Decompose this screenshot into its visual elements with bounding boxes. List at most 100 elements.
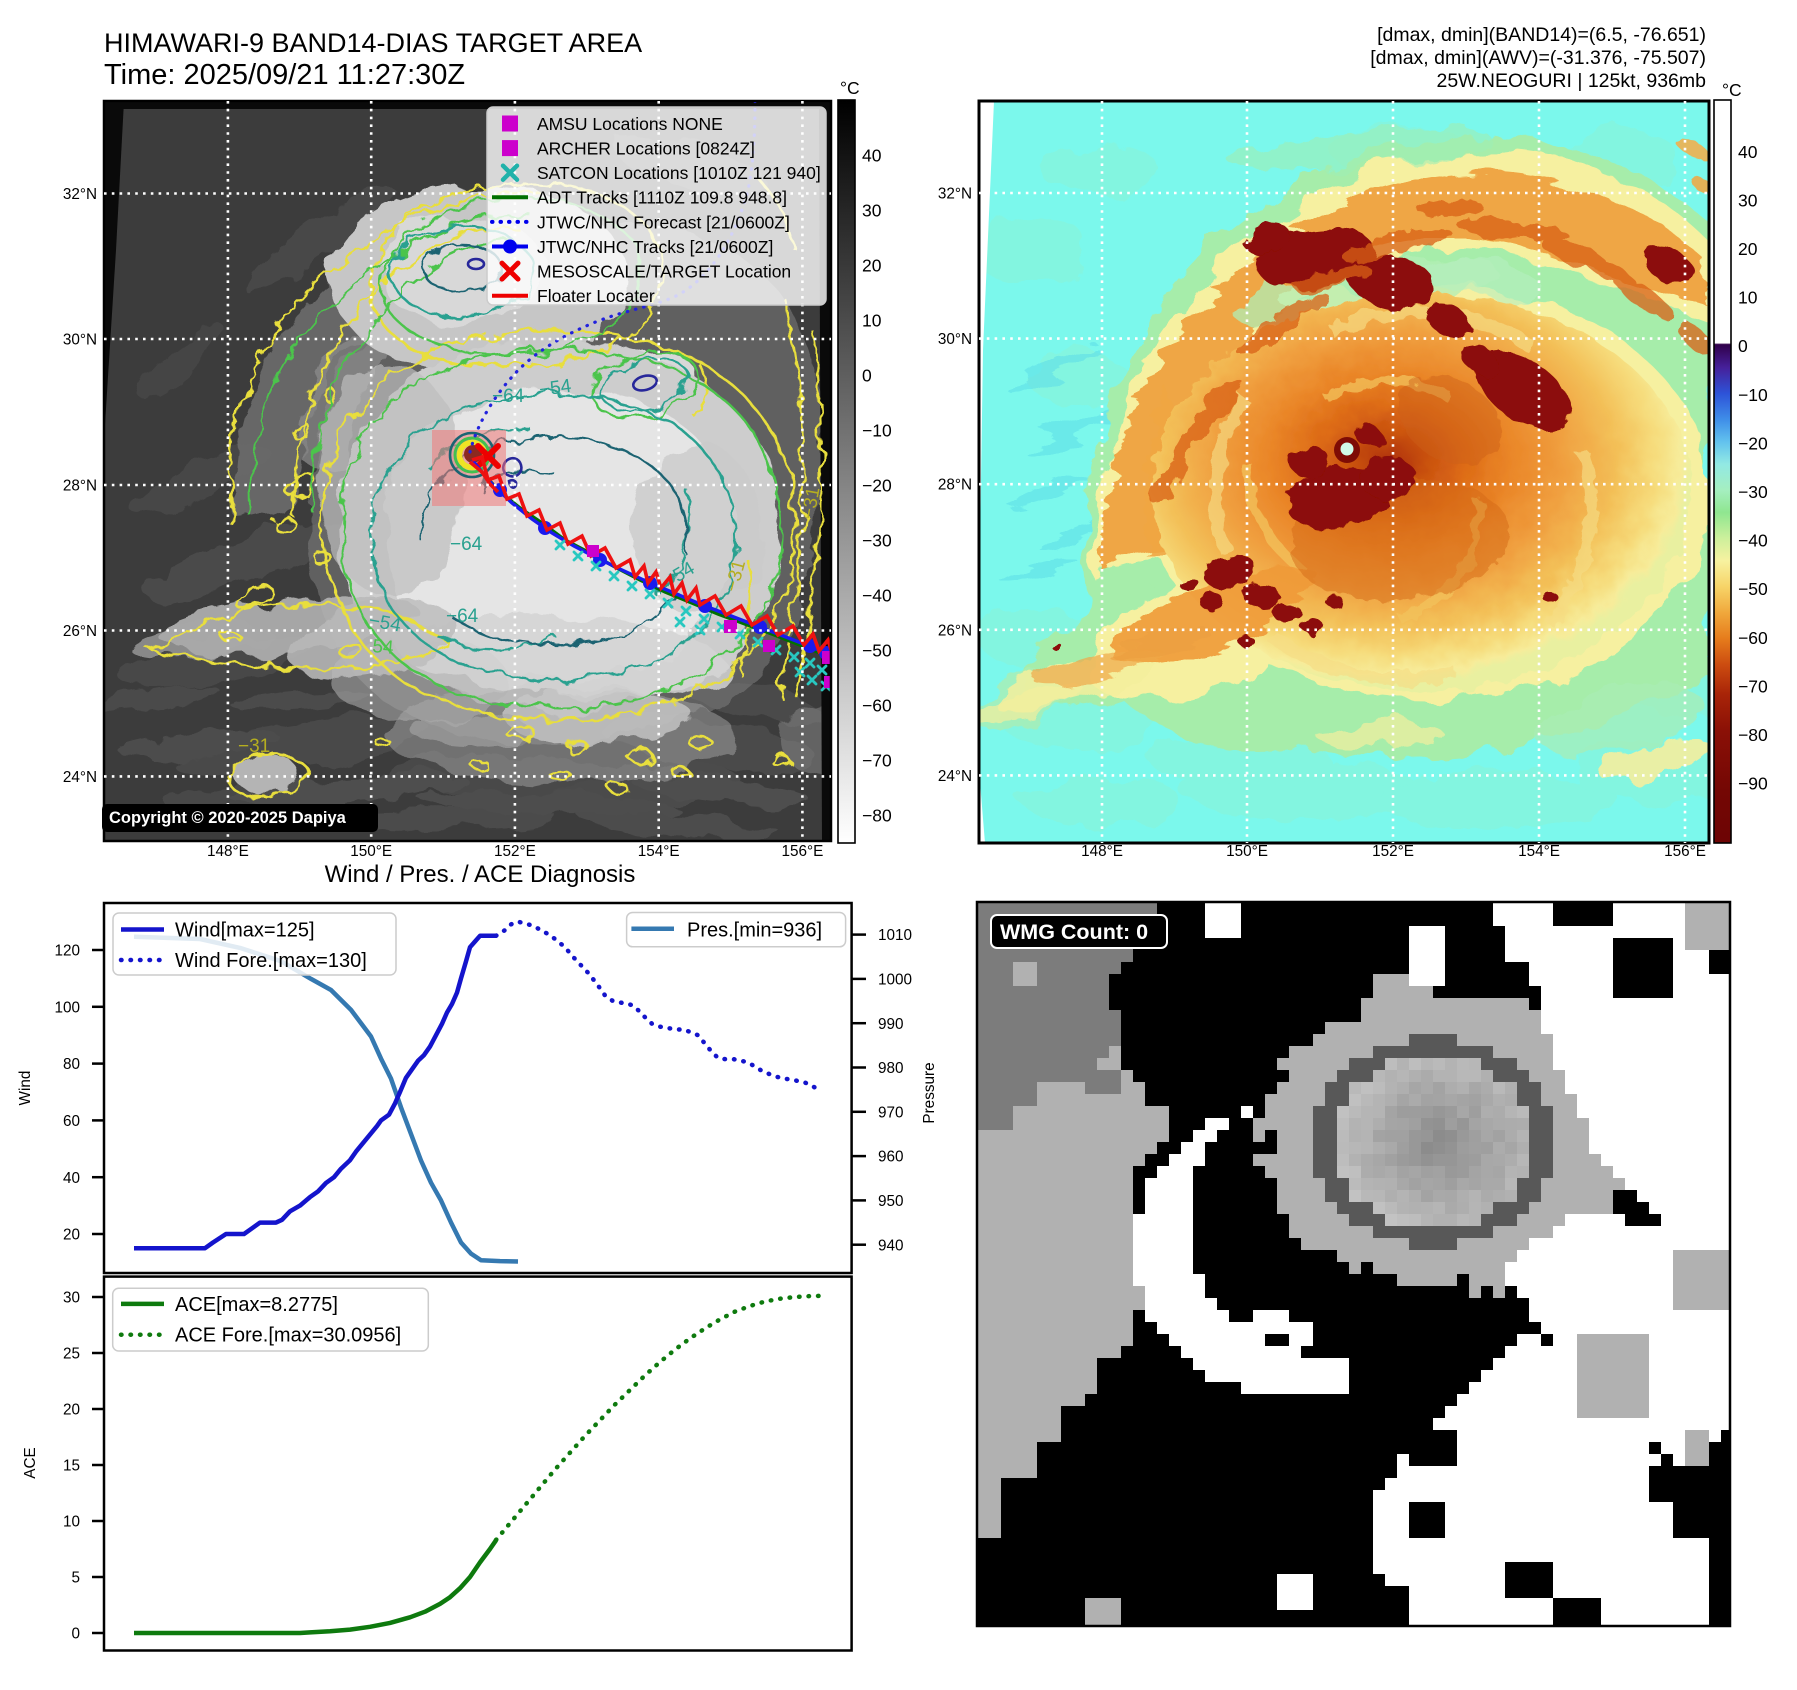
svg-text:JTWC/NHC Forecast [21/0600Z]: JTWC/NHC Forecast [21/0600Z] bbox=[537, 212, 790, 232]
svg-text:−64: −64 bbox=[450, 534, 483, 555]
svg-text:990: 990 bbox=[878, 1016, 904, 1033]
svg-text:Wind: Wind bbox=[17, 1071, 34, 1106]
svg-text:−60: −60 bbox=[862, 696, 892, 716]
svg-text:[dmax, dmin](AWV)=(-31.376, -7: [dmax, dmin](AWV)=(-31.376, -75.507) bbox=[1370, 47, 1706, 69]
svg-text:−31: −31 bbox=[238, 736, 270, 757]
svg-text:10: 10 bbox=[862, 311, 882, 331]
svg-text:26°N: 26°N bbox=[938, 622, 972, 639]
svg-text:156°E: 156°E bbox=[1664, 843, 1706, 860]
svg-text:25: 25 bbox=[63, 1346, 80, 1363]
svg-text:54: 54 bbox=[372, 636, 395, 659]
svg-text:AMSU Locations NONE: AMSU Locations NONE bbox=[537, 114, 723, 134]
svg-text:−10: −10 bbox=[862, 421, 892, 441]
svg-text:ACE: ACE bbox=[22, 1447, 39, 1478]
svg-text:20: 20 bbox=[63, 1227, 80, 1244]
svg-text:°C: °C bbox=[840, 78, 860, 98]
svg-text:Pressure: Pressure bbox=[921, 1062, 938, 1123]
svg-text:Copyright © 2020-2025 Dapiya: Copyright © 2020-2025 Dapiya bbox=[109, 809, 347, 827]
svg-text:−20: −20 bbox=[1738, 433, 1768, 453]
svg-text:10: 10 bbox=[1738, 288, 1758, 308]
svg-text:0: 0 bbox=[1738, 336, 1748, 356]
svg-text:WMG Count: 0: WMG Count: 0 bbox=[1000, 920, 1148, 944]
svg-text:ACE[max=8.2775]: ACE[max=8.2775] bbox=[175, 1294, 338, 1316]
svg-text:1000: 1000 bbox=[878, 972, 912, 989]
svg-text:26°N: 26°N bbox=[63, 623, 97, 640]
svg-text:40: 40 bbox=[862, 146, 882, 166]
svg-text:−50: −50 bbox=[1738, 579, 1768, 599]
svg-text:−80: −80 bbox=[862, 806, 892, 826]
svg-text:−10: −10 bbox=[1738, 385, 1768, 405]
svg-text:100: 100 bbox=[54, 999, 80, 1016]
svg-text:32°N: 32°N bbox=[938, 186, 972, 203]
svg-text:20: 20 bbox=[1738, 239, 1758, 259]
svg-text:30: 30 bbox=[862, 201, 882, 221]
svg-text:−64: −64 bbox=[446, 606, 479, 627]
svg-text:40: 40 bbox=[1738, 142, 1758, 162]
svg-text:−64: −64 bbox=[492, 386, 525, 407]
svg-text:30: 30 bbox=[1738, 190, 1758, 210]
svg-text:0: 0 bbox=[71, 1626, 80, 1643]
svg-text:940: 940 bbox=[878, 1237, 904, 1254]
svg-text:Floater Locater: Floater Locater bbox=[537, 286, 655, 306]
svg-text:5: 5 bbox=[71, 1570, 80, 1587]
svg-text:30°N: 30°N bbox=[938, 331, 972, 348]
svg-text:10: 10 bbox=[63, 1514, 80, 1531]
svg-text:−50: −50 bbox=[862, 641, 892, 661]
svg-text:HIMAWARI-9 BAND14-DIAS TARGET: HIMAWARI-9 BAND14-DIAS TARGET AREA bbox=[104, 28, 642, 58]
svg-text:32°N: 32°N bbox=[63, 186, 97, 203]
svg-text:Pres.[min=936]: Pres.[min=936] bbox=[687, 920, 822, 942]
svg-text:154°E: 154°E bbox=[1518, 843, 1560, 860]
svg-text:−30: −30 bbox=[1738, 482, 1768, 502]
svg-text:970: 970 bbox=[878, 1104, 904, 1121]
svg-text:−30: −30 bbox=[862, 531, 892, 551]
svg-text:JTWC/NHC Tracks [21/0600Z]: JTWC/NHC Tracks [21/0600Z] bbox=[537, 237, 773, 257]
svg-text:24°N: 24°N bbox=[938, 768, 972, 785]
svg-text:−90: −90 bbox=[1738, 774, 1768, 794]
svg-text:1010: 1010 bbox=[878, 927, 912, 944]
svg-text:28°N: 28°N bbox=[63, 478, 97, 495]
svg-text:−20: −20 bbox=[862, 476, 892, 496]
svg-text:SATCON Locations [1010Z 121 94: SATCON Locations [1010Z 121 940] bbox=[537, 163, 821, 183]
svg-text:152°E: 152°E bbox=[494, 843, 536, 860]
svg-text:20: 20 bbox=[63, 1402, 80, 1419]
svg-text:60: 60 bbox=[63, 1113, 80, 1130]
svg-text:Time: 2025/09/21 11:27:30Z: Time: 2025/09/21 11:27:30Z bbox=[104, 59, 465, 91]
svg-text:25W.NEOGURI | 125kt, 936mb: 25W.NEOGURI | 125kt, 936mb bbox=[1436, 70, 1706, 92]
svg-text:0: 0 bbox=[862, 366, 872, 386]
svg-text:ARCHER Locations [0824Z]: ARCHER Locations [0824Z] bbox=[537, 139, 755, 159]
svg-text:Wind[max=125]: Wind[max=125] bbox=[175, 920, 315, 942]
svg-text:ADT Tracks [1110Z 109.8 948.8]: ADT Tracks [1110Z 109.8 948.8] bbox=[537, 188, 787, 208]
svg-text:[dmax, dmin](BAND14)=(6.5, -76: [dmax, dmin](BAND14)=(6.5, -76.651) bbox=[1377, 24, 1706, 46]
svg-text:148°E: 148°E bbox=[1081, 843, 1123, 860]
svg-text:120: 120 bbox=[54, 943, 80, 960]
svg-text:Wind Fore.[max=130]: Wind Fore.[max=130] bbox=[175, 950, 367, 972]
svg-text:20: 20 bbox=[862, 256, 882, 276]
svg-text:152°E: 152°E bbox=[1372, 843, 1414, 860]
svg-text:40: 40 bbox=[63, 1170, 80, 1187]
svg-text:−40: −40 bbox=[862, 586, 892, 606]
svg-text:960: 960 bbox=[878, 1149, 904, 1166]
svg-text:30°N: 30°N bbox=[63, 332, 97, 349]
svg-text:24°N: 24°N bbox=[63, 769, 97, 786]
svg-text:−70: −70 bbox=[862, 751, 892, 771]
svg-text:MESOSCALE/TARGET Location: MESOSCALE/TARGET Location bbox=[537, 262, 791, 282]
svg-text:156°E: 156°E bbox=[781, 843, 823, 860]
svg-text:−40: −40 bbox=[1738, 531, 1768, 551]
svg-text:Wind / Pres. / ACE Diagnosis: Wind / Pres. / ACE Diagnosis bbox=[325, 861, 636, 888]
svg-text:−70: −70 bbox=[1738, 676, 1768, 696]
svg-text:154°E: 154°E bbox=[638, 843, 680, 860]
svg-text:28°N: 28°N bbox=[938, 477, 972, 494]
svg-text:°C: °C bbox=[1722, 80, 1742, 100]
svg-text:−80: −80 bbox=[1738, 725, 1768, 745]
svg-text:−54: −54 bbox=[538, 376, 573, 401]
svg-text:30: 30 bbox=[63, 1290, 80, 1307]
svg-text:150°E: 150°E bbox=[1226, 843, 1268, 860]
svg-text:980: 980 bbox=[878, 1060, 904, 1077]
svg-text:950: 950 bbox=[878, 1193, 904, 1210]
svg-text:148°E: 148°E bbox=[207, 843, 249, 860]
svg-text:80: 80 bbox=[63, 1056, 80, 1073]
svg-text:−60: −60 bbox=[1738, 628, 1768, 648]
svg-text:150°E: 150°E bbox=[350, 843, 392, 860]
svg-text:ACE Fore.[max=30.0956]: ACE Fore.[max=30.0956] bbox=[175, 1325, 401, 1347]
svg-text:15: 15 bbox=[63, 1458, 80, 1475]
